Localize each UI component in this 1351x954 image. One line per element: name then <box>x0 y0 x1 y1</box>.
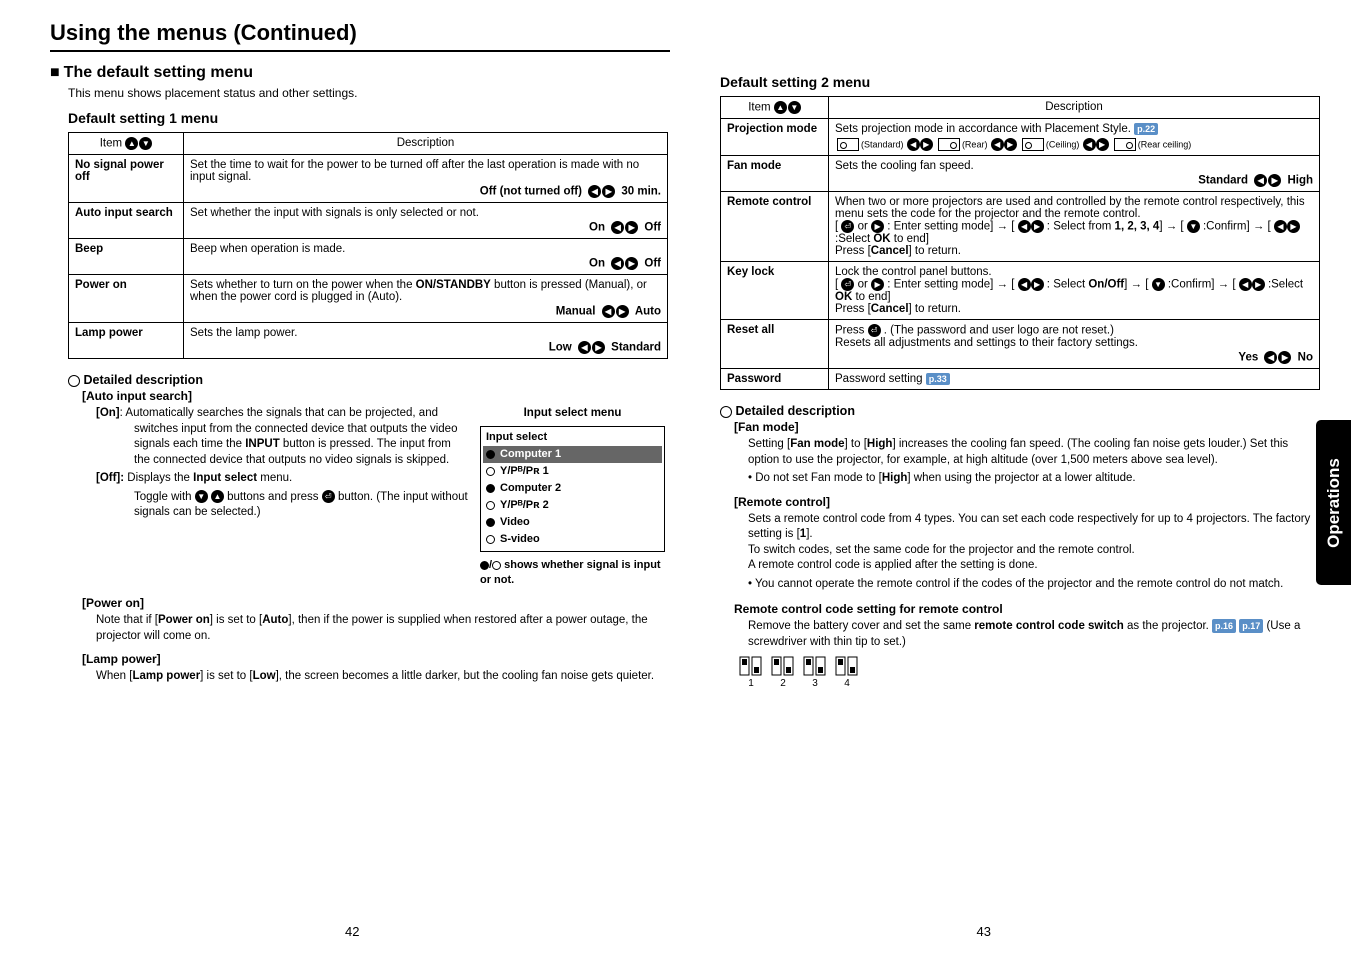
th-desc: Description <box>184 133 668 155</box>
table-item: Projection mode <box>721 119 829 156</box>
input-select-item: S-video <box>486 531 659 548</box>
settings-table-2: Item ▲▼ Description Projection mode Sets… <box>720 96 1320 390</box>
dip-switch-icon: 3 <box>802 656 828 689</box>
fan-mode-bullet: • Do not set Fan mode to [High] when usi… <box>748 471 1321 487</box>
section2-title: Default setting 2 menu <box>720 74 1321 90</box>
table-item: Password <box>721 369 829 390</box>
th-desc-2: Description <box>829 97 1320 119</box>
detailed-title-text-2: Detailed description <box>735 404 854 418</box>
settings-table-1: Item ▲▼ Description No signal power off … <box>68 132 668 359</box>
table-item: Fan mode <box>721 156 829 192</box>
table-desc: Sets projection mode in accordance with … <box>829 119 1320 156</box>
dip-switch-icon: 2 <box>770 656 796 689</box>
page-ref: p.17 <box>1239 619 1263 633</box>
signal-dot-icon <box>486 450 495 459</box>
remote-control-sub: [Remote control] <box>734 495 1321 509</box>
table-item: Lamp power <box>69 323 184 359</box>
remote-control-body2: To switch codes, set the same code for t… <box>748 543 1321 559</box>
table-desc: Set the time to wait for the power to be… <box>184 155 668 203</box>
input-select-note: / shows whether signal is input or not. <box>480 558 665 588</box>
detailed-description-left: Detailed description [Auto input search]… <box>68 373 665 685</box>
signal-dot-icon <box>486 535 495 544</box>
signal-dot-icon <box>486 501 495 510</box>
detailed-title-text: Detailed description <box>83 373 202 387</box>
page-ref: p.22 <box>1134 123 1158 135</box>
projection-icon <box>837 138 859 151</box>
table-desc: Sets the cooling fan speed.Standard ◀▶ H… <box>829 156 1320 192</box>
input-select-panel: Input select menu Input select Computer … <box>480 406 665 588</box>
table-desc: When two or more projectors are used and… <box>829 192 1320 262</box>
fan-mode-sub: [Fan mode] <box>734 420 1321 434</box>
detailed-description-right: Detailed description [Fan mode] Setting … <box>720 404 1321 689</box>
remote-control-bullet: • You cannot operate the remote control … <box>748 577 1321 593</box>
input-select-item: Video <box>486 514 659 531</box>
dip-switch-icon: 1 <box>738 656 764 689</box>
table-desc: Password setting p.33 <box>829 369 1320 390</box>
page-number-left: 42 <box>345 924 359 939</box>
side-tab-operations: Operations <box>1316 420 1351 585</box>
th-item: Item <box>100 138 122 150</box>
page-number-right: 43 <box>977 924 991 939</box>
default-setting-menu-heading: ■The default setting menu <box>50 64 665 82</box>
table-desc: Sets the lamp power. Low ◀▶ Standard <box>184 323 668 359</box>
remote-code-setting-body: Remove the battery cover and set the sam… <box>748 619 1321 650</box>
input-select-header: Input select <box>486 430 659 445</box>
table-desc: Press ⏎ . (The password and user logo ar… <box>829 320 1320 369</box>
page-ref: p.16 <box>1212 619 1236 633</box>
table-desc: Sets whether to turn on the power when t… <box>184 275 668 323</box>
heading-text: The default setting menu <box>64 64 253 81</box>
left-page: ■The default setting menu This menu show… <box>50 64 665 689</box>
fan-mode-body: Setting [Fan mode] to [High] increases t… <box>748 437 1321 468</box>
signal-dot-icon <box>486 518 495 527</box>
table-item: Auto input search <box>69 203 184 239</box>
table-item: Remote control <box>721 192 829 262</box>
auto-input-search-sub: [Auto input search] <box>82 389 665 403</box>
projection-icon <box>938 138 960 151</box>
signal-dot-icon <box>486 484 495 493</box>
th-item-2: Item <box>748 102 770 114</box>
page-title: Using the menus (Continued) <box>50 20 670 52</box>
power-on-body: Note that if [Power on] is set to [Auto]… <box>96 613 665 644</box>
input-select-item: Y/Pᴮ/Pʀ 2 <box>486 497 659 514</box>
page-ref: p.33 <box>926 373 950 385</box>
input-select-title: Input select menu <box>480 406 665 422</box>
input-select-item: Y/Pᴮ/Pʀ 1 <box>486 463 659 480</box>
table-item: Reset all <box>721 320 829 369</box>
table-item: Beep <box>69 239 184 275</box>
bullet-icon <box>720 406 732 418</box>
table-item: No signal power off <box>69 155 184 203</box>
remote-control-body1: Sets a remote control code from 4 types.… <box>748 512 1321 543</box>
table-item: Key lock <box>721 262 829 320</box>
projection-icon <box>1114 138 1136 151</box>
heading-subtext: This menu shows placement status and oth… <box>68 86 665 100</box>
input-select-item: Computer 2 <box>486 480 659 497</box>
lamp-power-sub: [Lamp power] <box>82 652 665 666</box>
table-item: Power on <box>69 275 184 323</box>
remote-code-setting-sub: Remote control code setting for remote c… <box>734 602 1321 616</box>
power-on-sub: [Power on] <box>82 596 665 610</box>
table-desc: Beep when operation is made. On ◀▶ Off <box>184 239 668 275</box>
table-desc: Lock the control panel buttons.[ ⏎ or ▶ … <box>829 262 1320 320</box>
dip-switch-icon: 4 <box>834 656 860 689</box>
lamp-power-body: When [Lamp power] is set to [Low], the s… <box>96 669 665 685</box>
switch-row: 1234 <box>738 656 1321 689</box>
bullet-icon <box>68 375 80 387</box>
right-page: Default setting 2 menu Item ▲▼ Descripti… <box>720 64 1321 689</box>
projection-icon <box>1022 138 1044 151</box>
section1-title: Default setting 1 menu <box>68 110 665 126</box>
input-select-item: Computer 1 <box>483 446 662 463</box>
table-desc: Set whether the input with signals is on… <box>184 203 668 239</box>
signal-dot-icon <box>486 467 495 476</box>
remote-control-body3: A remote control code is applied after t… <box>748 558 1321 574</box>
